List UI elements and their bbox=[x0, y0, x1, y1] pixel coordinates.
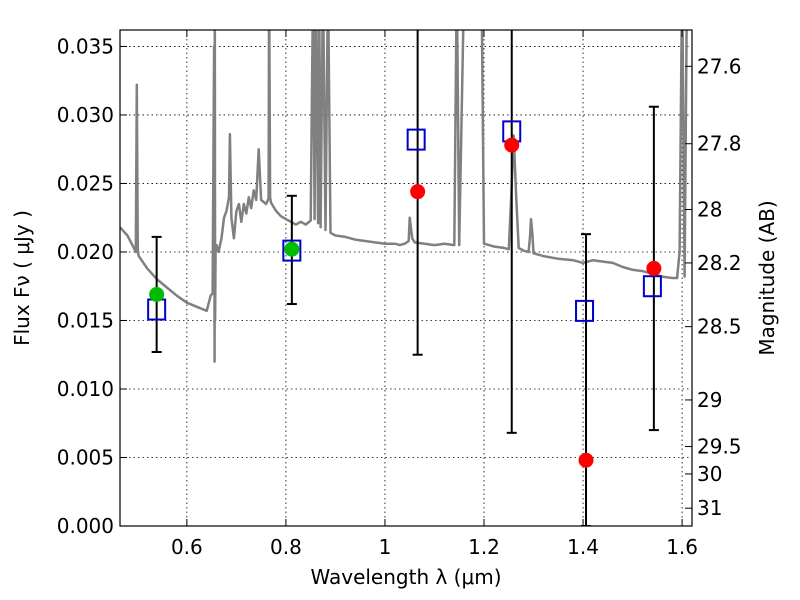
x-tick-label: 1.2 bbox=[468, 535, 500, 559]
right-tick-label: 28.2 bbox=[697, 251, 742, 275]
x-tick-label: 1 bbox=[379, 535, 392, 559]
error-bars bbox=[151, 30, 659, 526]
model-flux-box bbox=[575, 299, 595, 322]
y-tick-label: 0.030 bbox=[57, 103, 114, 127]
ticks bbox=[120, 30, 692, 527]
tick-labels: 0.6 0.8 1 1.2 1.4 1.6 0.000 0.005 0.010 0.015 0.02… bbox=[57, 34, 742, 559]
right-tick-label: 29 bbox=[697, 388, 722, 412]
y-axis-title: Flux Fν ( μJy ) bbox=[10, 210, 34, 346]
model-flux-box bbox=[282, 239, 302, 262]
right-tick-label: 27.6 bbox=[697, 54, 742, 78]
right-tick-label: 29.5 bbox=[697, 435, 742, 459]
model-flux-box bbox=[642, 275, 662, 298]
y-tick-label: 0.035 bbox=[57, 34, 114, 58]
right-tick-label: 30 bbox=[697, 462, 722, 486]
x-tick-label: 1.4 bbox=[567, 535, 599, 559]
model-spectrum-layer bbox=[120, 30, 688, 363]
x-tick-label: 0.8 bbox=[270, 535, 302, 559]
x-axis-title: Wavelength λ (μm) bbox=[310, 565, 501, 589]
model-flux-boxes bbox=[147, 120, 662, 322]
right-tick-label: 27.8 bbox=[697, 132, 742, 156]
observed-point bbox=[646, 260, 662, 276]
y-tick-label: 0.025 bbox=[57, 171, 114, 195]
right-tick-label: 28.5 bbox=[697, 315, 742, 339]
grid bbox=[120, 30, 692, 527]
observed-point bbox=[410, 184, 426, 200]
model-spectrum-line bbox=[120, 30, 688, 363]
y-tick-label: 0.000 bbox=[57, 514, 114, 538]
y-tick-label: 0.005 bbox=[57, 445, 114, 469]
x-tick-label: 1.6 bbox=[666, 535, 698, 559]
y-tick-label: 0.010 bbox=[57, 377, 114, 401]
plot-frame bbox=[119, 29, 693, 527]
right-tick-label: 28 bbox=[697, 197, 722, 221]
observed-point bbox=[578, 452, 594, 468]
observed-points bbox=[149, 137, 662, 468]
observed-point bbox=[149, 286, 165, 302]
right-tick-label: 31 bbox=[697, 496, 722, 520]
model-flux-box bbox=[406, 128, 426, 151]
right-axis-title: Magnitude (AB) bbox=[755, 200, 779, 355]
observed-point bbox=[504, 137, 520, 153]
y-tick-label: 0.015 bbox=[57, 308, 114, 332]
observed-point bbox=[284, 241, 300, 257]
x-tick-label: 0.6 bbox=[171, 535, 203, 559]
y-tick-label: 0.020 bbox=[57, 240, 114, 264]
